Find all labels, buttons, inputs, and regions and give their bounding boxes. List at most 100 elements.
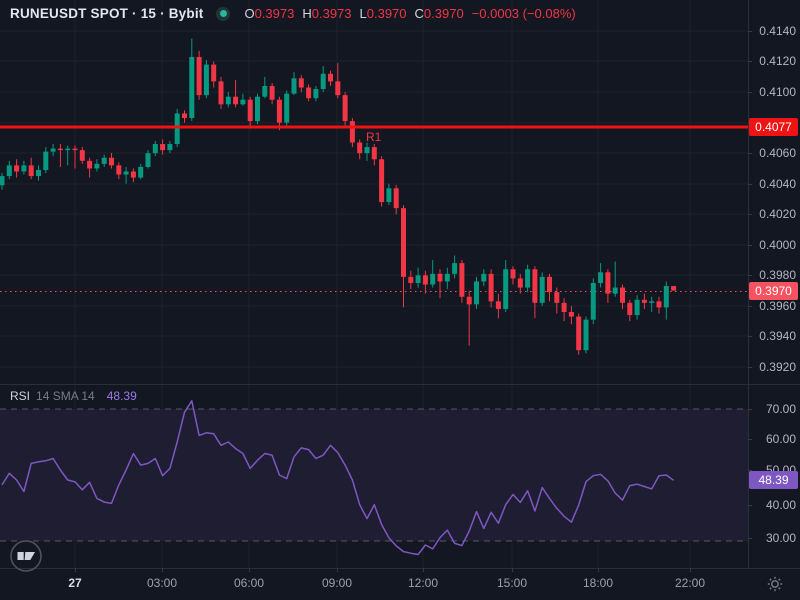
candle-body xyxy=(459,263,465,297)
candle-body xyxy=(656,301,662,308)
candle-body xyxy=(94,163,100,169)
candle-body xyxy=(612,287,618,294)
price-axis[interactable]: 0.4077 0.3970 48.39 0.4140 0.4120 0.4100 0.… xyxy=(748,0,800,568)
candle-body xyxy=(152,144,158,154)
pane-separator[interactable] xyxy=(0,384,800,385)
time-tick-label: 27 xyxy=(68,576,82,590)
sun-ray xyxy=(769,578,772,581)
time-tick-mark xyxy=(423,568,424,572)
price-tick-label: 0.4060 xyxy=(759,146,796,160)
rsi-line xyxy=(1,400,675,556)
sun-icon[interactable] xyxy=(766,575,784,593)
open-value: 0.3973 xyxy=(254,6,295,21)
candle-body xyxy=(554,292,560,303)
candle-body xyxy=(130,171,136,178)
axis-tick-mark xyxy=(748,184,752,185)
candle-body xyxy=(401,208,406,277)
candle-body xyxy=(225,96,231,105)
price-tick-label: 0.4040 xyxy=(759,177,796,191)
logo-bar xyxy=(17,552,24,560)
time-tick-label: 06:00 xyxy=(233,576,265,590)
candle-body xyxy=(6,165,12,177)
sun-ray xyxy=(778,578,781,581)
priceaxis-separator xyxy=(748,0,749,568)
candle-body xyxy=(422,275,428,285)
candle-body xyxy=(28,165,34,177)
logo-circle xyxy=(10,540,42,572)
axis-tick-mark xyxy=(748,367,752,368)
candle-body xyxy=(233,96,239,105)
time-axis[interactable]: 27 03:00 06:00 09:00 12:00 15:00 18:00 22:00 xyxy=(0,568,800,600)
candle-body xyxy=(488,273,494,302)
axis-tick-mark xyxy=(748,214,752,215)
candle-body xyxy=(211,64,217,82)
rsi-current-value: 48.39 xyxy=(106,389,137,403)
candle-body xyxy=(116,165,122,175)
candles xyxy=(0,38,677,355)
candle-body xyxy=(276,99,282,123)
last-price-label: 0.3970 xyxy=(749,282,798,300)
price-chart-canvas[interactable] xyxy=(0,0,748,385)
candle-body xyxy=(371,147,377,160)
rsi-tick-label: 30.00 xyxy=(765,531,796,545)
candle-body xyxy=(189,56,195,119)
candle-body xyxy=(598,272,604,283)
axis-tick-mark xyxy=(748,505,752,506)
candle-body xyxy=(408,276,414,283)
high-value: 0.3973 xyxy=(311,6,352,21)
candle-body xyxy=(101,157,107,164)
candle-body xyxy=(123,171,129,175)
symbol-title[interactable]: RUNEUSDT SPOT · 15 · Bybit xyxy=(10,6,204,21)
candle-body xyxy=(620,287,625,303)
candle-body xyxy=(57,148,63,151)
candle-body xyxy=(21,165,27,172)
candle-body xyxy=(203,64,209,96)
axis-tick-mark xyxy=(748,61,752,62)
candle-body xyxy=(291,78,297,94)
candle-body xyxy=(568,312,574,317)
candle-body xyxy=(109,157,114,166)
high-label: H xyxy=(302,6,312,21)
price-tick-label: 0.3940 xyxy=(759,329,796,343)
time-tick-mark xyxy=(162,568,163,572)
candle-body xyxy=(138,166,144,178)
realtime-status-dot[interactable] xyxy=(216,6,231,21)
axis-tick-mark xyxy=(748,439,752,440)
low-label: L xyxy=(359,6,367,21)
axis-tick-mark xyxy=(748,275,752,276)
hline-drawing-label[interactable]: R1 xyxy=(366,130,382,144)
hline-price-label: 0.4077 xyxy=(749,118,798,136)
rsi-tick-label: 70.00 xyxy=(765,402,796,416)
price-tick-label: 0.4120 xyxy=(759,54,796,68)
price-tick-label: 0.3920 xyxy=(759,360,796,374)
candle-body xyxy=(386,188,392,203)
candle-body xyxy=(87,160,93,169)
candle-body xyxy=(379,159,385,203)
time-tick-label: 15:00 xyxy=(496,576,528,590)
open-label: O xyxy=(244,6,255,21)
axis-tick-mark xyxy=(748,538,752,539)
candle-body xyxy=(649,301,655,303)
candle-body xyxy=(415,275,421,283)
time-tick-label: 03:00 xyxy=(146,576,178,590)
price-tick-label: 0.4000 xyxy=(759,238,796,252)
rsi-tick-label: 60.00 xyxy=(765,432,796,446)
price-tick-label: 0.4100 xyxy=(759,85,796,99)
candle-body xyxy=(481,273,487,282)
low-value: 0.3970 xyxy=(366,6,407,21)
price-tick-label: 0.3960 xyxy=(759,299,796,313)
candle-body xyxy=(627,302,633,316)
axis-tick-mark xyxy=(748,92,752,93)
candle-body xyxy=(576,316,582,351)
axis-tick-mark xyxy=(748,336,752,337)
sun-ray xyxy=(769,587,772,590)
tradingview-logo[interactable] xyxy=(9,539,43,573)
candle-body xyxy=(474,281,479,305)
time-tick-mark xyxy=(337,568,338,572)
rsi-name[interactable]: RSI xyxy=(10,389,31,403)
rsi-value-label: 48.39 xyxy=(749,471,798,489)
rsi-chart-canvas[interactable] xyxy=(0,385,748,568)
change-value: −0.0003 (−0.08%) xyxy=(471,6,576,21)
time-tick-mark xyxy=(75,568,76,572)
